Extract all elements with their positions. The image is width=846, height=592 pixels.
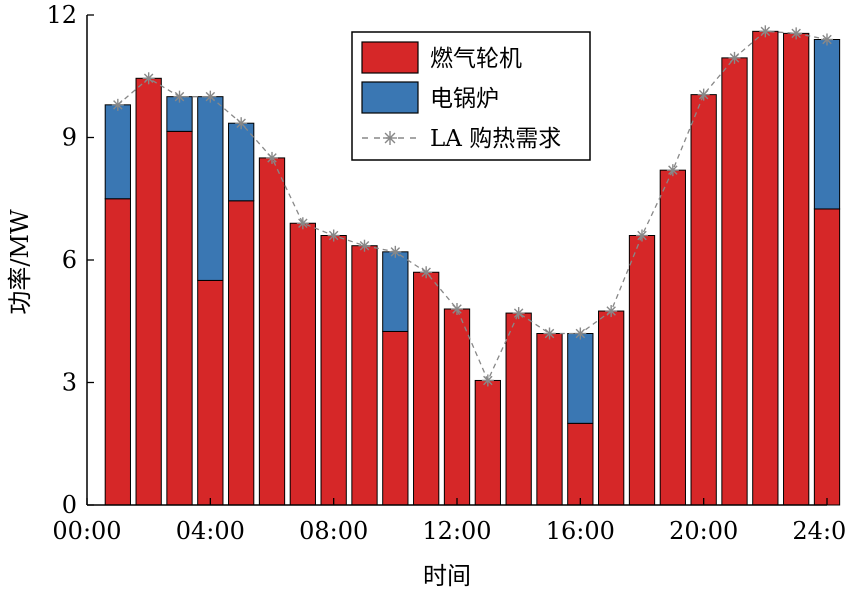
heat-demand-point bbox=[697, 88, 710, 101]
heat-demand-point bbox=[420, 266, 433, 279]
bar-gas-turbine bbox=[443, 308, 471, 506]
legend-label-heat-demand: LA 购热需求 bbox=[430, 126, 561, 152]
heat-demand-point bbox=[574, 327, 587, 340]
bar-gas-turbine bbox=[690, 94, 717, 506]
bar-gas-turbine bbox=[536, 333, 563, 506]
heat-demand-point bbox=[512, 307, 525, 320]
bar-electric-boiler bbox=[567, 333, 594, 424]
heat-demand-point bbox=[111, 98, 124, 111]
bar-gas-turbine bbox=[135, 77, 162, 506]
bar-electric-boiler bbox=[104, 104, 131, 200]
y-tick-label: 3 bbox=[62, 369, 77, 397]
legend-marker-heat-demand bbox=[383, 131, 397, 145]
legend-label-gas-turbine: 燃气轮机 bbox=[430, 46, 522, 72]
bar-gas-turbine bbox=[104, 198, 131, 506]
x-tick-label: 24:00 bbox=[792, 517, 846, 545]
bar-gas-turbine bbox=[166, 130, 193, 506]
x-tick-label: 00:00 bbox=[52, 517, 121, 545]
y-tick-label: 9 bbox=[62, 124, 77, 152]
bar-gas-turbine bbox=[228, 200, 255, 506]
heat-demand-point bbox=[605, 305, 618, 318]
ticks-layer: 0 3 6 9 12 00:00 04:00 08:00 12:00 16:00 20:00 24:0… bbox=[46, 1, 846, 545]
bar-electric-boiler bbox=[166, 96, 193, 132]
bar-gas-turbine bbox=[258, 157, 286, 506]
heat-demand-point bbox=[173, 90, 186, 103]
legend-swatch-gas-turbine bbox=[361, 41, 419, 74]
x-tick-label: 16:00 bbox=[546, 517, 615, 545]
demand-line-layer bbox=[111, 25, 833, 387]
heat-demand-point bbox=[728, 51, 741, 64]
heat-demand-point bbox=[451, 303, 463, 315]
heat-demand-point bbox=[142, 72, 155, 85]
bar-gas-turbine bbox=[598, 310, 625, 506]
bar-gas-turbine bbox=[813, 208, 841, 506]
heat-demand-point bbox=[389, 245, 402, 258]
heat-demand-point bbox=[235, 117, 248, 130]
bar-gas-turbine bbox=[413, 271, 440, 506]
bar-gas-turbine bbox=[659, 169, 686, 506]
bar-electric-boiler bbox=[382, 251, 409, 332]
y-tick-label: 12 bbox=[46, 1, 77, 29]
bar-electric-boiler bbox=[197, 96, 224, 281]
y-tick-label: 0 bbox=[62, 491, 77, 519]
bar-gas-turbine bbox=[628, 235, 656, 506]
bar-gas-turbine bbox=[783, 32, 810, 506]
legend-swatch-electric-boiler bbox=[361, 81, 419, 114]
bar-gas-turbine bbox=[289, 222, 316, 506]
heat-demand-line bbox=[117, 30, 828, 383]
heat-demand-point bbox=[790, 27, 803, 40]
y-axis-title: 功率/MW bbox=[6, 209, 34, 315]
legend-label-electric-boiler: 电锅炉 bbox=[430, 86, 499, 112]
heat-demand-point bbox=[327, 229, 340, 242]
x-tick-label: 04:00 bbox=[176, 517, 245, 545]
bar-gas-turbine bbox=[567, 422, 594, 506]
bar-gas-turbine bbox=[197, 279, 224, 506]
heat-demand-point bbox=[204, 90, 217, 103]
bar-gas-turbine bbox=[721, 57, 748, 506]
heat-demand-point bbox=[358, 239, 371, 252]
bar-gas-turbine bbox=[351, 245, 378, 506]
heat-demand-point bbox=[636, 229, 648, 242]
heat-demand-point bbox=[543, 327, 556, 340]
heat-demand-point bbox=[666, 164, 679, 177]
bar-gas-turbine bbox=[505, 312, 532, 506]
heat-demand-point bbox=[821, 33, 833, 46]
legend: 燃气轮机 电锅炉 LA 购热需求 bbox=[351, 31, 591, 161]
heat-demand-point bbox=[296, 217, 309, 230]
bar-gas-turbine bbox=[474, 379, 501, 506]
x-tick-label: 20:00 bbox=[669, 517, 738, 545]
bar-gas-turbine bbox=[320, 235, 347, 506]
x-tick-label: 12:00 bbox=[422, 517, 491, 545]
legend-star-marker bbox=[383, 131, 397, 145]
bars-layer bbox=[104, 30, 841, 506]
heat-demand-point bbox=[759, 25, 772, 38]
bar-electric-boiler bbox=[228, 122, 255, 202]
bar-gas-turbine bbox=[382, 330, 409, 506]
heat-demand-point bbox=[481, 374, 494, 387]
heat-demand-point bbox=[266, 151, 278, 164]
bar-gas-turbine bbox=[752, 30, 779, 506]
x-tick-label: 08:00 bbox=[299, 517, 368, 545]
bar-electric-boiler bbox=[813, 39, 841, 210]
y-tick-label: 6 bbox=[62, 246, 77, 274]
x-axis-title: 时间 bbox=[423, 562, 471, 590]
